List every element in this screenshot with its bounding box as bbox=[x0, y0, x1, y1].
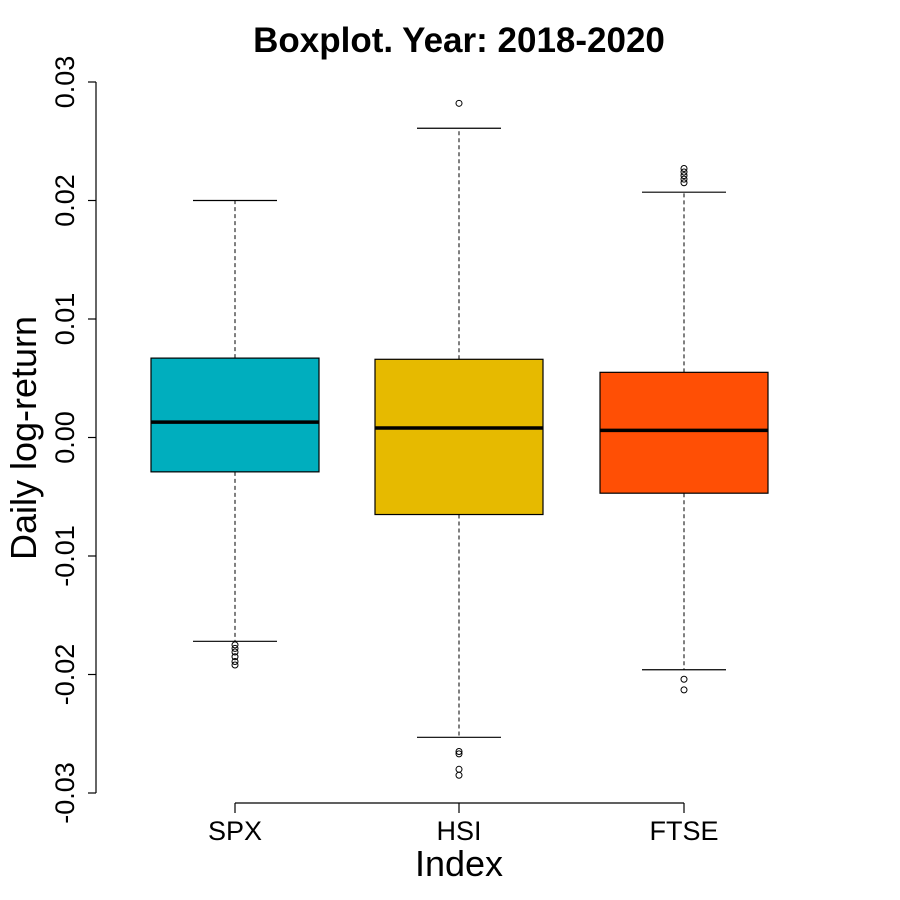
outlier-point bbox=[231, 648, 239, 656]
outlier-point bbox=[231, 653, 239, 661]
y-tick-label: 0.01 bbox=[50, 293, 80, 346]
y-tick-label: 0.03 bbox=[50, 56, 80, 109]
y-axis-title: Daily log-return bbox=[3, 316, 44, 560]
chart-title: Boxplot. Year: 2018-2020 bbox=[253, 21, 665, 60]
box-series bbox=[150, 99, 769, 779]
box-iqr bbox=[374, 358, 544, 516]
outlier-point bbox=[680, 179, 688, 187]
y-tick-label: -0.02 bbox=[50, 644, 80, 706]
outlier-point bbox=[231, 641, 239, 649]
box-iqr bbox=[150, 357, 320, 473]
outlier-point bbox=[680, 165, 688, 173]
y-tick-label: -0.03 bbox=[50, 762, 80, 824]
outlier-point bbox=[680, 675, 688, 683]
outlier-point bbox=[680, 168, 688, 176]
box-group-hsi bbox=[374, 99, 544, 779]
x-tick-label: HSI bbox=[436, 816, 481, 846]
y-tick-label: -0.01 bbox=[50, 525, 80, 587]
outlier-point bbox=[455, 748, 463, 756]
y-axis: -0.03 -0.02 -0.01 0.00 0.01 0.02 0.03 bbox=[50, 56, 97, 824]
outlier-point bbox=[455, 765, 463, 773]
outlier-point bbox=[680, 686, 688, 694]
outlier-point bbox=[455, 771, 463, 779]
box-group-spx bbox=[150, 199, 320, 669]
x-axis: SPX HSI FTSE bbox=[208, 802, 719, 846]
outlier-point bbox=[455, 99, 463, 107]
outlier-point bbox=[231, 661, 239, 669]
outlier-point bbox=[680, 172, 688, 180]
outlier-point bbox=[231, 644, 239, 652]
outlier-point bbox=[231, 657, 239, 665]
y-tick-label: 0.00 bbox=[50, 411, 80, 464]
outlier-point bbox=[455, 750, 463, 758]
y-tick-label: 0.02 bbox=[50, 174, 80, 227]
outlier-point bbox=[680, 175, 688, 183]
x-axis-title: Index bbox=[415, 843, 503, 884]
x-tick-label: SPX bbox=[208, 816, 262, 846]
box-group-ftse bbox=[599, 165, 769, 694]
x-tick-label: FTSE bbox=[649, 816, 718, 846]
box-iqr bbox=[599, 371, 769, 494]
